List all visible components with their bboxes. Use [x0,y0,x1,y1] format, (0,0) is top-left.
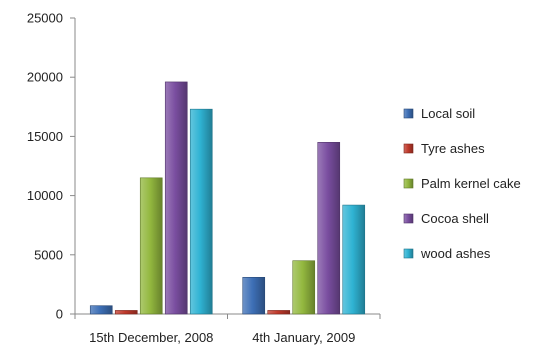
x-axis-labels: 15th December, 2008 4th January, 2009 [89,330,355,345]
legend-swatch [403,213,414,224]
x-category-label: 15th December, 2008 [89,330,213,345]
legend-label: wood ashes [420,246,491,261]
legend-swatch [403,108,414,119]
bar-tyre-ashes-1 [114,310,138,315]
legend-label: Local soil [421,106,475,121]
y-tick-label: 25000 [27,11,63,26]
bars [89,81,366,315]
legend-swatch [403,178,414,189]
legend-swatch [403,248,414,259]
bar-local-soil-1 [89,305,113,315]
bar-wood-ashes-2 [342,204,366,315]
bar-palm-kernel-cake-2 [292,260,316,315]
legend: Local soil Tyre ashes Palm kernel cake Coco… [403,106,521,261]
bar-cocoa-shell-1 [164,81,188,315]
y-tick-label: 15000 [27,129,63,144]
bar-palm-kernel-cake-1 [139,177,163,315]
bar-wood-ashes-1 [189,108,213,315]
y-tick-label: 5000 [34,247,63,262]
y-tick-label: 10000 [27,188,63,203]
axes: 0 5000 10000 15000 20000 25000 [27,11,381,322]
bar-tyre-ashes-2 [267,310,291,315]
legend-label: Tyre ashes [421,141,485,156]
bar-local-soil-2 [242,276,266,315]
legend-label: Palm kernel cake [421,176,521,191]
y-tick-label: 20000 [27,70,63,85]
legend-swatch [403,143,414,154]
y-tick-label: 0 [56,307,63,322]
legend-label: Cocoa shell [421,211,489,226]
bar-cocoa-shell-2 [317,142,341,315]
x-category-label: 4th January, 2009 [252,330,355,345]
